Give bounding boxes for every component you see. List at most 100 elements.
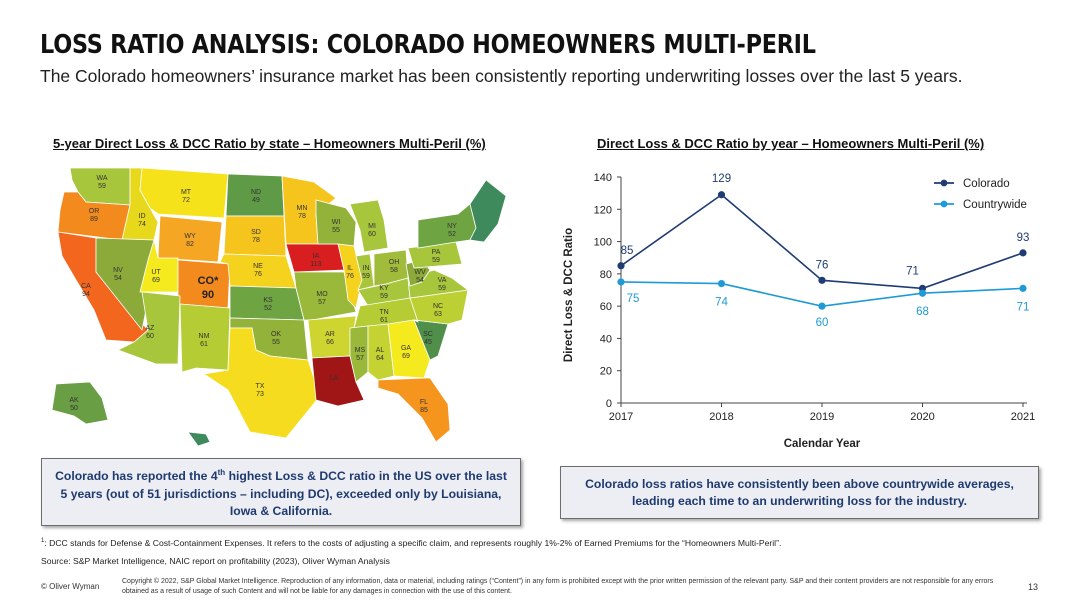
map-label-al: AL: [376, 347, 385, 354]
map-label-ok: OK: [271, 331, 281, 338]
map-label-in: IN: [363, 265, 370, 272]
series-point-0: [818, 276, 826, 284]
map-state-nm: [179, 303, 231, 373]
map-label-oh: OH: [389, 259, 400, 266]
map-label-mt: MT: [181, 189, 192, 196]
y-tick-label: 40: [600, 333, 612, 345]
x-tick-label: 2017: [609, 411, 633, 423]
map-label-ny: NY: [447, 223, 457, 230]
footer-copyright: Copyright © 2022, S&P Global Market Inte…: [122, 578, 994, 595]
y-tick-label: 0: [606, 398, 612, 410]
map-value-sd: 78: [252, 237, 260, 244]
y-tick-label: 120: [594, 204, 612, 216]
map-label-ia: IA: [313, 253, 320, 260]
map-label-mn: MN: [297, 205, 308, 212]
y-tick-label: 140: [594, 172, 612, 184]
map-label-ca: CA: [81, 283, 91, 290]
data-label-1: 68: [916, 306, 929, 318]
series-point-1: [818, 302, 826, 310]
map-label-tx: TX: [256, 383, 265, 390]
map-label-ms: MS: [355, 347, 366, 354]
map-value-co: 90: [202, 289, 214, 301]
map-value-ks: 52: [264, 305, 272, 312]
data-label-0: 85: [621, 245, 634, 257]
map-label-sd: SD: [251, 229, 261, 236]
legend-label: Countrywide: [963, 199, 1027, 211]
map-value-pa: 59: [432, 257, 440, 264]
x-tick-label: 2018: [709, 411, 733, 423]
map-label-ga: GA: [401, 345, 411, 352]
map-state-tx: [202, 327, 321, 439]
map-value-al: 64: [376, 355, 384, 362]
x-tick-label: 2019: [810, 411, 834, 423]
map-value-ne: 76: [254, 271, 262, 278]
series-point-1: [617, 278, 625, 286]
map-label-il: IL: [347, 265, 353, 272]
map-label-mi: MI: [368, 223, 376, 230]
map-state-ne1: [469, 179, 507, 243]
series-point-1: [918, 289, 927, 297]
map-label-co: CO*: [198, 275, 220, 287]
map-state-ms: [349, 325, 369, 383]
map-value-il: 76: [346, 273, 354, 280]
series-point-0: [717, 191, 726, 199]
map-value-nc: 63: [434, 311, 442, 318]
map-label-sc: SC: [423, 331, 433, 338]
y-tick-label: 20: [600, 366, 612, 378]
map-value-wy: 82: [186, 241, 194, 248]
map-value-ny: 52: [448, 231, 456, 238]
footnote-dcc: 1: DCC stands for Defense & Cost-Contain…: [41, 538, 782, 548]
footer-brand: © Oliver Wyman: [41, 582, 100, 591]
map-label-mo: MO: [316, 291, 328, 298]
map-value-ky: 59: [380, 293, 388, 300]
map-value-mi: 60: [368, 231, 376, 238]
data-label-0: 129: [712, 173, 731, 185]
map-label-la: LA: [330, 375, 339, 382]
map-state-nv: [95, 237, 155, 331]
map-label-or: OR: [89, 208, 100, 215]
map-value-ut: 69: [152, 277, 160, 284]
map-state-hi: [187, 431, 211, 447]
legend-swatch-marker: [940, 200, 948, 208]
map-value-wv: 54: [416, 277, 424, 284]
map-label-ak: AK: [69, 397, 79, 404]
map-state-il: [337, 243, 363, 309]
y-tick-label: 100: [594, 237, 612, 249]
map-state-fl: [377, 377, 451, 443]
y-tick-label: 60: [600, 301, 612, 313]
callout-colorado-rank-text: Colorado has reported the 4th highest Lo…: [55, 468, 507, 518]
data-label-1: 71: [1017, 301, 1030, 313]
map-value-mo: 57: [318, 299, 326, 306]
page-subtitle: The Colorado homeowners’ insurance marke…: [40, 66, 963, 86]
map-label-ut: UT: [151, 269, 161, 276]
series-point-1: [717, 279, 726, 288]
data-label-0: 71: [906, 265, 919, 277]
data-label-1: 75: [627, 293, 640, 305]
map-value-or: 89: [90, 216, 98, 223]
data-label-0: 93: [1017, 232, 1030, 244]
map-state-mi: [349, 199, 389, 253]
map-label-wy: WY: [184, 233, 196, 240]
page-number: 13: [1028, 582, 1039, 592]
data-label-0: 76: [816, 259, 829, 271]
x-tick-label: 2021: [1011, 411, 1035, 423]
map-label-wa: WA: [96, 175, 107, 182]
map-value-nm: 61: [200, 341, 208, 348]
map-value-tx: 73: [256, 391, 264, 398]
x-axis-label: Calendar Year: [784, 438, 861, 450]
map-value-mt: 72: [182, 197, 190, 204]
map-value-nd: 49: [252, 197, 260, 204]
map-label-wi: WI: [332, 219, 341, 226]
map-value-oh: 58: [390, 267, 398, 274]
series-point-1: [1019, 284, 1027, 292]
map-value-wi: 55: [332, 227, 340, 234]
map-value-ga: 69: [402, 353, 410, 360]
map-label-fl: FL: [420, 399, 428, 406]
footnote-source: Source: S&P Market Intelligence, NAIC re…: [41, 556, 390, 566]
data-label-1: 74: [715, 297, 728, 309]
map-state-az: [116, 291, 181, 365]
loss-ratio-line-chart: 0 20 40 60 80 100 120 140 2017 2018 2019 2020 2021 Ca…: [563, 172, 1035, 450]
map-label-nm: NM: [199, 333, 210, 340]
map-label-va: VA: [438, 277, 447, 284]
map-state-ak: [51, 381, 109, 425]
